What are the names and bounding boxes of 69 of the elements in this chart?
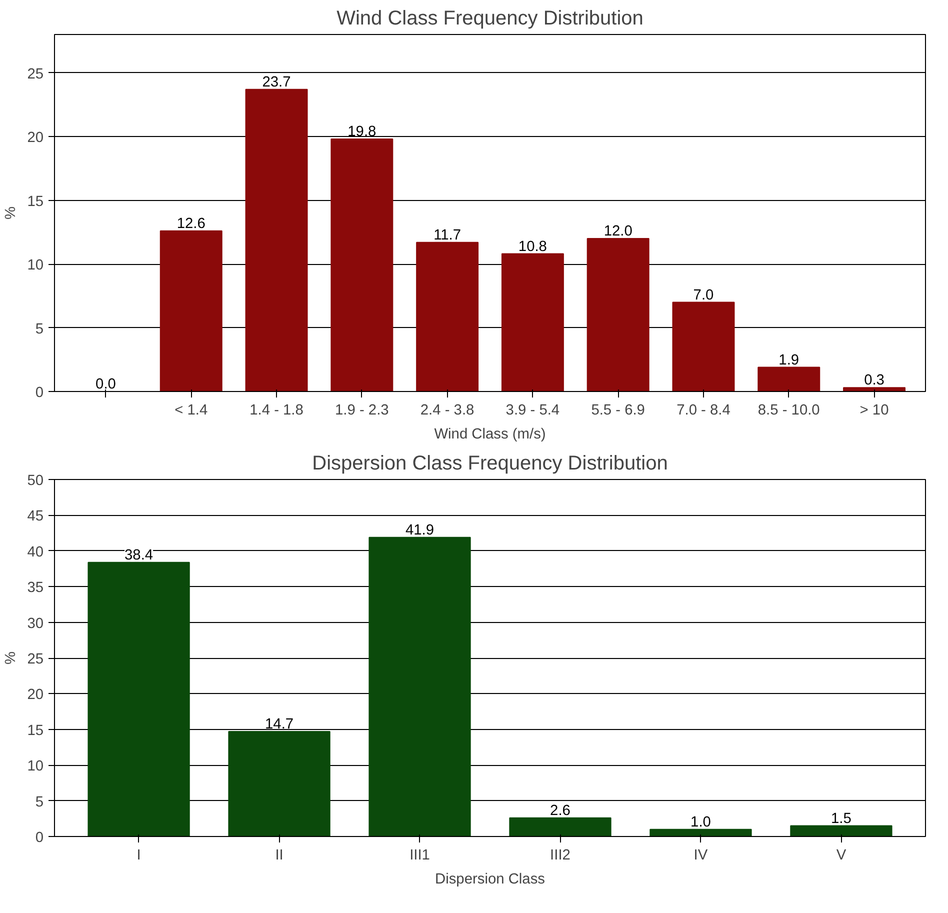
data-label: 38.4 (124, 547, 154, 564)
y-tick-label: 45 (27, 508, 44, 525)
data-label: 0.0 (96, 376, 116, 392)
data-label: 12.6 (176, 216, 206, 232)
bar (790, 825, 892, 836)
x-tick-label: 8.5 - 10.0 (758, 402, 820, 418)
bar (501, 253, 564, 392)
y-tick-label: 10 (27, 758, 44, 775)
bar (88, 562, 190, 836)
x-tick-label: > 10 (860, 402, 889, 418)
bar (245, 88, 308, 392)
y-tick-label: 10 (27, 258, 44, 274)
x-tick-label: 3.9 - 5.4 (506, 402, 560, 418)
data-label: 1.0 (690, 814, 711, 830)
x-tick-label: < 1.4 (174, 402, 208, 418)
bar (416, 242, 479, 392)
x-axis-title: Dispersion Class (435, 872, 545, 888)
bar (330, 138, 394, 392)
bar (228, 731, 330, 836)
y-tick-label: 15 (27, 722, 44, 739)
bar (843, 387, 906, 392)
chart-title: Wind Class Frequency Distribution (336, 8, 644, 30)
y-tick-label: 5 (35, 321, 44, 338)
x-tick-label: 7.0 - 8.4 (676, 402, 730, 418)
data-label: 12.0 (604, 224, 632, 240)
x-tick-label: 1.9 - 2.3 (335, 402, 389, 418)
x-tick-label: III1 (410, 848, 430, 864)
y-tick-label: 0 (35, 830, 44, 846)
x-tick-label: III2 (550, 848, 570, 864)
bar (586, 238, 650, 392)
bar (509, 817, 612, 836)
y-tick-label: 20 (27, 687, 44, 704)
x-tick-label: 2.4 - 3.8 (420, 402, 474, 418)
bar (160, 230, 222, 392)
x-tick-label: II (275, 848, 284, 864)
y-tick-label: 15 (27, 194, 44, 210)
y-axis-title: % (3, 651, 20, 665)
x-tick-label: IV (694, 848, 708, 864)
y-tick-label: 35 (27, 580, 44, 596)
data-label: 2.6 (550, 802, 570, 819)
data-label: 14.7 (265, 716, 294, 733)
y-tick-label: 25 (27, 652, 44, 668)
chart-title: Dispersion Class Frequency Distribution (312, 452, 668, 474)
y-axis-title: % (3, 206, 20, 220)
bar (650, 828, 752, 836)
data-label: 10.8 (518, 238, 547, 255)
data-label: 1.5 (831, 810, 852, 827)
x-tick-label: 1.4 - 1.8 (250, 402, 304, 418)
data-label: 7.0 (693, 287, 714, 304)
y-tick-label: 30 (27, 616, 44, 632)
x-tick-label: 5.5 - 6.9 (591, 402, 645, 418)
y-tick-label: 5 (35, 794, 44, 810)
bar (672, 302, 735, 392)
x-tick-label: I (136, 848, 141, 864)
data-label: 23.7 (262, 74, 291, 90)
bar (758, 366, 820, 392)
y-tick-label: 25 (27, 66, 44, 82)
y-tick-label: 0 (35, 385, 44, 401)
x-axis-title: Wind Class (m/s) (434, 426, 546, 442)
y-tick-label: 50 (27, 473, 44, 489)
data-label: 0.3 (864, 372, 884, 389)
bar (368, 536, 471, 836)
data-label: 19.8 (348, 124, 376, 140)
data-label: 11.7 (434, 227, 462, 244)
y-tick-label: 40 (27, 544, 44, 560)
data-label: 1.9 (778, 352, 800, 368)
y-tick-label: 20 (27, 130, 44, 146)
x-tick-label: V (836, 848, 846, 864)
data-label: 41.9 (405, 522, 434, 538)
